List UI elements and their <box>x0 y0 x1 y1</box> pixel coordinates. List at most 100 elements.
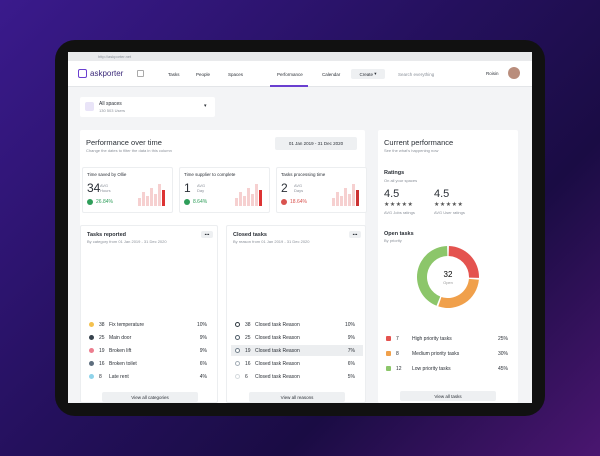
legend-dot <box>89 322 94 327</box>
card-title: Open tasks <box>384 231 414 237</box>
item-label: Broken lift <box>109 348 132 354</box>
kpi-unit-bottom: Hours <box>100 188 111 193</box>
logo-icon <box>78 69 87 78</box>
item-percent: 6% <box>199 361 207 367</box>
card-subtitle: By priority <box>384 238 402 243</box>
item-count: 6 <box>245 374 248 380</box>
kpi-change-icon <box>184 199 190 205</box>
card-subtitle: By reason from 01 Jan 2019 - 31 Dec 2020 <box>233 239 310 244</box>
nav-item[interactable]: Calendar <box>322 72 341 77</box>
kpi-unit-top: AVG <box>100 183 109 188</box>
space-select[interactable]: All spaces 130 503 Users ▾ <box>80 97 215 117</box>
kpi-unit-bottom: Days <box>294 188 304 193</box>
item-count: 16 <box>99 361 105 367</box>
date-picker[interactable]: 01 Jan 2019 - 31 Dec 2020 <box>275 137 357 150</box>
item-percent: 7% <box>347 348 355 354</box>
item-percent: 9% <box>347 335 355 341</box>
item-percent: 9% <box>199 335 207 341</box>
kpi-value: 2 <box>281 181 288 195</box>
kpi-card: Time saved by Ollie 34 AVG Hours 26.84% <box>82 167 173 213</box>
rating-value: 4.5 <box>384 188 400 200</box>
view-all-link[interactable]: View all tasks <box>400 391 496 401</box>
view-all-link[interactable]: View all reasons <box>249 392 345 402</box>
panel-title: Performance over time <box>86 138 162 147</box>
search[interactable]: Search everything <box>398 72 435 77</box>
sparkline-bar <box>340 196 343 206</box>
nav-item[interactable]: Tasks <box>168 72 180 77</box>
nav-item[interactable]: Performance <box>277 72 303 77</box>
item-count: 19 <box>99 348 105 354</box>
current-subtitle: See the what's happening now <box>384 148 439 153</box>
kpi-unit-top: AVG <box>197 183 206 188</box>
active-underline <box>270 85 308 87</box>
create-button[interactable]: Create ▾ <box>351 69 385 79</box>
legend-dot <box>89 374 94 379</box>
avatar[interactable] <box>508 67 520 79</box>
nav-bar: askporter Create ▾ Search everything Roi… <box>68 61 532 87</box>
kpi-card: Tasks processing time 2 AVG Days 18.64% <box>276 167 367 213</box>
rating-label: AVG Jobs ratings <box>384 210 415 215</box>
legend-dot <box>386 366 391 371</box>
card-title: Closed tasks <box>233 232 267 238</box>
sparkline-bar <box>344 188 347 206</box>
kpi-change-icon <box>87 199 93 205</box>
legend-dot <box>89 335 94 340</box>
url: http://askporter.net <box>98 54 132 59</box>
row-highlight <box>231 345 363 356</box>
donut-segment <box>438 278 479 308</box>
donut-card: Open tasks By priority 7 High priority task… <box>378 225 518 403</box>
item-percent: 9% <box>199 348 207 354</box>
more-button[interactable]: ••• <box>201 231 213 238</box>
legend-dot <box>235 322 240 327</box>
nav-item[interactable]: People <box>196 72 211 77</box>
kpi-change: 18.64% <box>290 199 307 205</box>
sparkline-bar <box>235 198 238 206</box>
legend-dot <box>386 351 391 356</box>
item-count: 8 <box>396 351 399 357</box>
kpi-value: 1 <box>184 181 191 195</box>
sparkline-bar <box>142 192 145 206</box>
space-title: All spaces <box>99 101 122 107</box>
item-label: Main door <box>109 335 132 341</box>
item-label: Broken toilet <box>109 361 137 367</box>
card-title: Tasks reported <box>87 232 127 238</box>
item-percent: 10% <box>344 322 355 328</box>
sparkline-bar <box>162 190 165 206</box>
kpi-unit-bottom: Day <box>197 188 205 193</box>
more-button[interactable]: ••• <box>349 231 361 238</box>
sparkline-bar <box>247 188 250 206</box>
legend-dot <box>235 335 240 340</box>
browser-bar: http://askporter.net <box>68 52 532 61</box>
legend-dot <box>89 348 94 353</box>
donut-segment <box>448 246 480 278</box>
chevron: ▾ <box>204 103 207 109</box>
sparkline-bar <box>336 192 339 206</box>
sparkline-bar <box>243 196 246 206</box>
item-percent: 6% <box>347 361 355 367</box>
sparkline-bar <box>255 184 258 206</box>
item-count: 16 <box>245 361 251 367</box>
view-all-link[interactable]: View all categories <box>102 392 198 402</box>
item-label: Closed task Reason <box>255 374 300 380</box>
home-icon <box>85 102 94 111</box>
item-count: 19 <box>245 348 251 354</box>
legend-dot <box>235 348 240 353</box>
kpi-change: 8.64% <box>193 199 208 205</box>
legend-dot <box>235 374 240 379</box>
item-percent: 4% <box>199 374 207 380</box>
grid-icon[interactable] <box>137 70 144 77</box>
donut-card: Closed tasks By reason from 01 Jan 2019 -… <box>226 225 366 403</box>
item-label: Closed task Reason <box>255 348 300 354</box>
nav-item[interactable]: Spaces <box>228 72 244 77</box>
kpi-title: Time supplier to complete <box>184 172 236 177</box>
card-subtitle: By category from 01 Jan 2019 - 31 Dec 20… <box>87 239 167 244</box>
item-label: Closed task Reason <box>255 322 300 328</box>
kpi-title: Tasks processing time <box>281 172 326 177</box>
item-label: Late rent <box>109 374 129 380</box>
item-count: 12 <box>396 366 402 372</box>
sparkline-bar <box>356 190 359 206</box>
sparkline-bar <box>239 192 242 206</box>
screen: http://askporter.net askporter Create ▾ … <box>68 52 532 403</box>
current-title: Current performance <box>384 138 454 147</box>
